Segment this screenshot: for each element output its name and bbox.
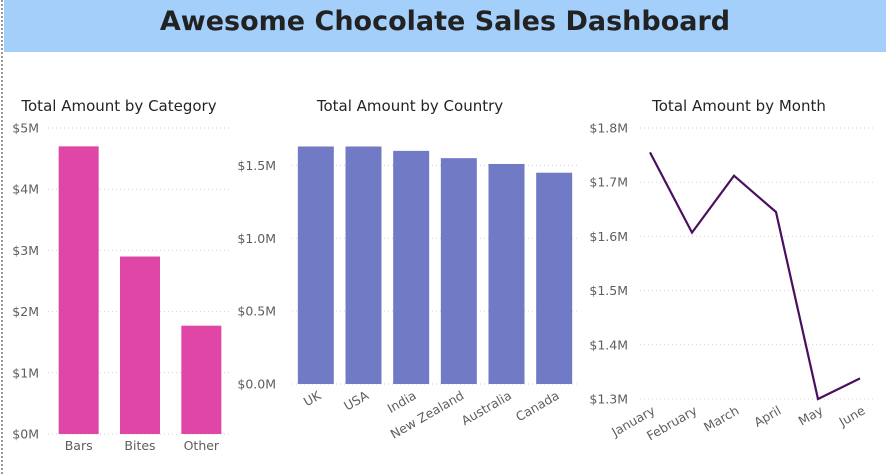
category-y-tick-label: $1M: [12, 365, 39, 380]
category-y-tick-label: $4M: [12, 182, 39, 197]
country-bar: [345, 146, 382, 384]
category-bar: [181, 325, 222, 434]
country-bar: [488, 163, 525, 384]
country-bar: [440, 158, 477, 384]
category-y-tick-label: $2M: [12, 304, 39, 319]
month-line: [649, 151, 861, 401]
country-x-tick-label: Canada: [513, 388, 562, 425]
country-y-tick-label: $0.5M: [237, 304, 276, 319]
month-y-tick-label: $1.7M: [589, 175, 628, 190]
country-chart-title: Total Amount by Country: [316, 97, 503, 115]
month-y-tick-label: $1.5M: [589, 283, 628, 298]
country-y-tick-label: $1.5M: [237, 158, 276, 173]
category-y-tick-label: $0M: [12, 427, 39, 442]
country-bar: [536, 172, 573, 384]
month-chart-title: Total Amount by Month: [651, 97, 826, 115]
month-x-tick-label: May: [796, 402, 826, 428]
category-bar: [58, 146, 99, 435]
category-y-tick-label: $5M: [12, 121, 39, 136]
canvas-left-border: [1, 0, 3, 474]
country-bar: [393, 150, 430, 384]
month-chart: $1.3M$1.4M$1.5M$1.6M$1.7M$1.8MJanuaryFeb…: [589, 121, 876, 443]
month-x-tick-label: June: [836, 402, 868, 429]
country-x-tick-label: USA: [341, 387, 371, 413]
category-x-tick-label: Bars: [65, 438, 93, 453]
category-chart: $0M $1M $2M $3M $4M $5M Bars Bites Other: [12, 121, 232, 453]
month-y-tick-label: $1.8M: [589, 121, 628, 136]
month-x-tick-label: April: [751, 403, 783, 430]
country-bar: [297, 146, 334, 384]
category-chart-title: Total Amount by Category: [20, 97, 216, 115]
country-x-tick-label: UK: [301, 387, 324, 409]
country-x-tick-label: Australia: [459, 388, 514, 429]
country-y-tick-label: $1.0M: [237, 231, 276, 246]
month-y-tick-label: $1.4M: [589, 337, 628, 352]
country-y-tick-label: $0.0M: [237, 377, 276, 392]
month-y-tick-label: $1.3M: [589, 392, 628, 407]
category-x-tick-label: Bites: [124, 438, 155, 453]
category-x-tick-label: Other: [184, 438, 220, 453]
month-y-tick-label: $1.6M: [589, 229, 628, 244]
dashboard-header: Awesome Chocolate Sales Dashboard: [4, 0, 886, 52]
country-x-tick-label: India: [385, 388, 419, 416]
dashboard-title: Awesome Chocolate Sales Dashboard: [159, 6, 731, 37]
month-x-tick-label: March: [701, 403, 742, 435]
category-y-tick-label: $3M: [12, 243, 39, 258]
category-bar: [120, 256, 160, 434]
